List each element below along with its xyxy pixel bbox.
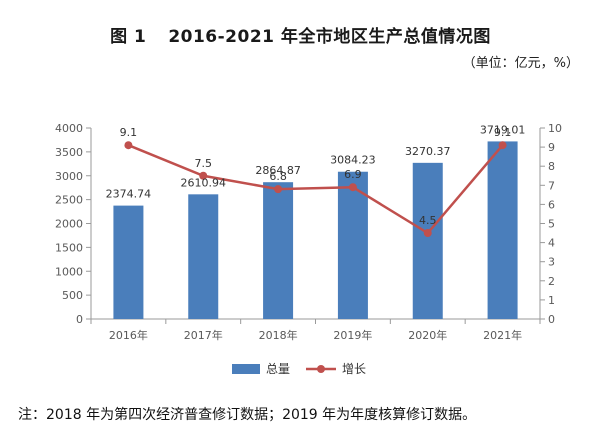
y-right-tick-label: 1 [548,294,555,307]
bar [188,194,219,319]
y-left-tick-label: 3500 [55,146,83,159]
growth-point [348,183,357,192]
growth-value-label: 4.5 [419,214,437,227]
growth-value-label: 6.9 [344,168,362,181]
growth-line-path [127,144,504,235]
bars [113,141,518,319]
y-right-tick-label: 0 [548,313,555,326]
figure-title: 2016-2021 年全市地区生产总值情况图 [168,27,491,47]
y-right-tick-label: 10 [548,122,562,135]
growth-line [124,141,507,238]
y-left-tick-label: 1000 [55,265,83,278]
legend-label-bar: 总量 [266,362,290,376]
bar [487,141,518,319]
y-left-tick-label: 2500 [55,194,83,207]
y-left-tick-label: 1500 [55,241,83,254]
growth-point [423,229,432,238]
y-right-tick-label: 2 [548,275,555,288]
bar [337,171,368,319]
bar-value-label: 3270.37 [405,145,451,158]
x-tick-label: 2016年 [109,328,148,342]
y-right-tick-label: 4 [548,237,555,250]
growth-value-label: 9.1 [120,126,138,139]
figure-number: 图 1 [110,27,147,47]
legend: 总量 增长 [232,362,366,376]
legend-swatch-bar [232,364,260,374]
y-left-tick-label: 500 [62,289,83,302]
legend-marker-line [317,365,325,373]
legend-label-line: 增长 [342,362,366,376]
y-right-tick-label: 6 [548,198,555,211]
y-left-tick-label: 3000 [55,170,83,183]
bar-value-label: 2610.94 [181,176,227,189]
y-left-tick-label: 4000 [55,122,83,135]
growth-point [124,141,133,150]
y-left-tick-label: 2000 [55,218,83,231]
bar [263,182,294,319]
y-right-tick-label: 5 [548,218,555,231]
bar-value-label: 3719.01 [480,123,526,136]
data-labels: 2374.74 2610.94 2864.87 3084.23 3270.37 3719.… [106,123,526,227]
growth-point [199,171,208,180]
growth-value-label: 7.5 [195,157,213,170]
x-tick-label: 2020年 [408,328,447,342]
bar-value-label: 2864.87 [255,164,301,177]
bar [113,205,144,319]
growth-value-label: 9.1 [494,126,512,139]
axes: 0 500 1000 1500 2000 2500 3000 3500 4000 0 1 2 3 4 5 6 7… [55,122,562,342]
growth-point [274,185,283,194]
chart-title: 图 1 2016-2021 年全市地区生产总值情况图 [0,22,601,47]
growth-point [498,141,507,150]
bar-value-label: 3084.23 [330,154,376,167]
growth-value-label: 6.8 [269,170,287,183]
y-left-tick-label: 0 [76,313,83,326]
bar-value-label: 2374.74 [106,188,152,201]
y-right-tick-label: 8 [548,160,555,173]
x-tick-label: 2018年 [259,328,298,342]
unit-label: （单位：亿元，%） [462,56,579,71]
x-tick-label: 2019年 [333,328,372,342]
y-right-tick-label: 9 [548,141,555,154]
footnote: 注：2018 年为第四次经济普查修订数据；2019 年为年度核算修订数据。 [18,407,477,423]
x-tick-label: 2017年 [184,328,223,342]
y-right-tick-label: 3 [548,256,555,269]
y-right-tick-label: 7 [548,179,555,192]
x-tick-label: 2021年 [483,328,522,342]
bar [412,162,443,319]
